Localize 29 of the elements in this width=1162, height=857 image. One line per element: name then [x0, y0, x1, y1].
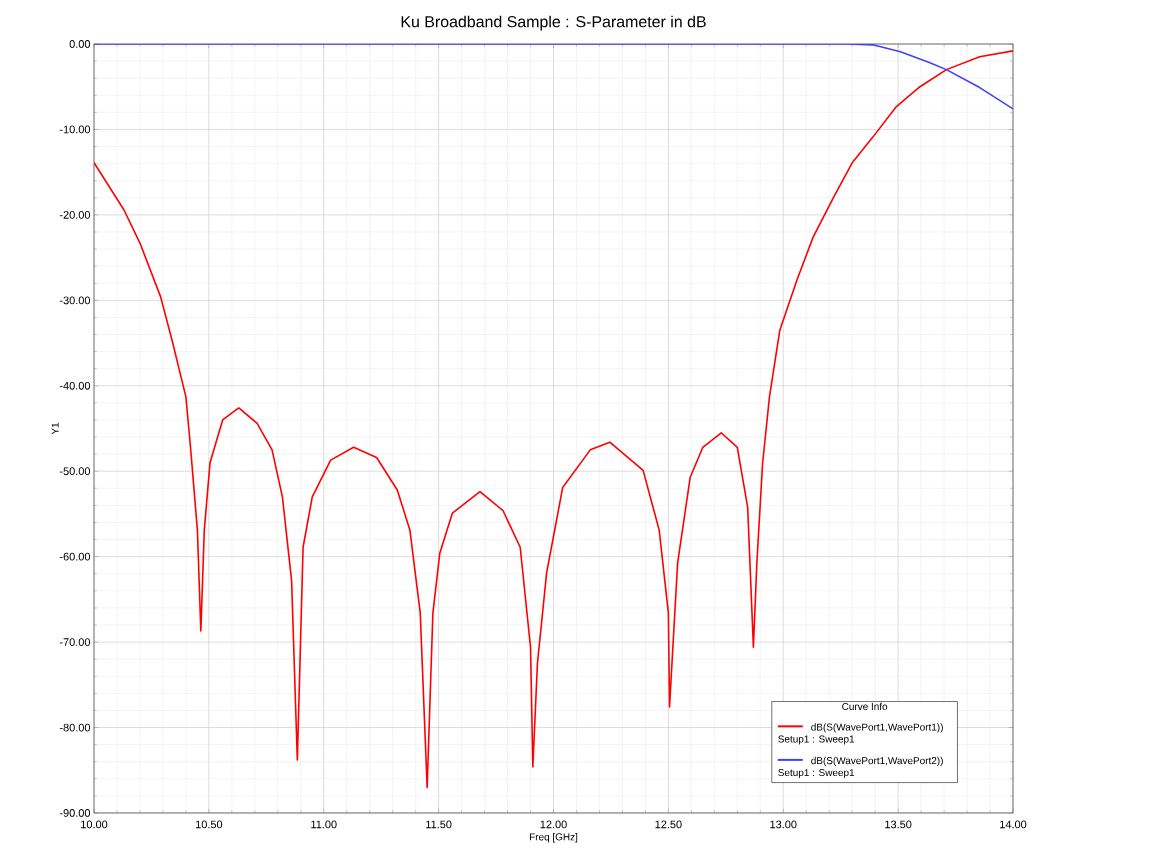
x-axis-title: Freq [GHz] [529, 833, 578, 843]
x-tick-label: 12.00 [540, 820, 567, 829]
y-tick-label: -70.00 [59, 638, 91, 646]
y-tick-label: -80.00 [59, 723, 91, 732]
y-tick-label: -50.00 [59, 467, 91, 476]
y-tick-label: -60.00 [59, 552, 91, 561]
x-tick-label: 11.00 [311, 820, 337, 829]
x-tick-label: 14.00 [1000, 820, 1027, 829]
line-series [94, 50, 1014, 789]
y-tick-label: -30.00 [59, 296, 91, 305]
annotation: Setup1 : Sweep1 [778, 735, 855, 745]
y-tick-label: -10.00 [59, 125, 91, 134]
chart-title: Ku Broadband Sample : S-Parameter in dB [401, 15, 706, 31]
y-tick-label: -40.00 [59, 381, 91, 390]
x-tick-label: 10.50 [196, 820, 223, 829]
y-tick-label: -90.00 [59, 809, 91, 817]
legend-label: dB(S(WavePort1,WavePort1)) [811, 723, 943, 733]
y-tick-label: 0.00 [69, 40, 91, 48]
legend-title: Curve Info [842, 702, 888, 711]
line-series [94, 43, 1014, 110]
x-tick-label: 10.00 [81, 820, 108, 829]
x-tick-label: 12.50 [655, 820, 682, 829]
x-tick-label: 13.50 [885, 820, 912, 829]
annotation: Setup1 : Sweep1 [778, 769, 855, 779]
y-axis-title: Y1 [51, 422, 59, 435]
x-tick-label: 13.00 [770, 820, 797, 829]
y-tick-label: -20.00 [59, 211, 91, 219]
x-tick-label: 11.50 [426, 820, 452, 829]
legend-label: dB(S(WavePort1,WavePort2)) [811, 756, 943, 767]
